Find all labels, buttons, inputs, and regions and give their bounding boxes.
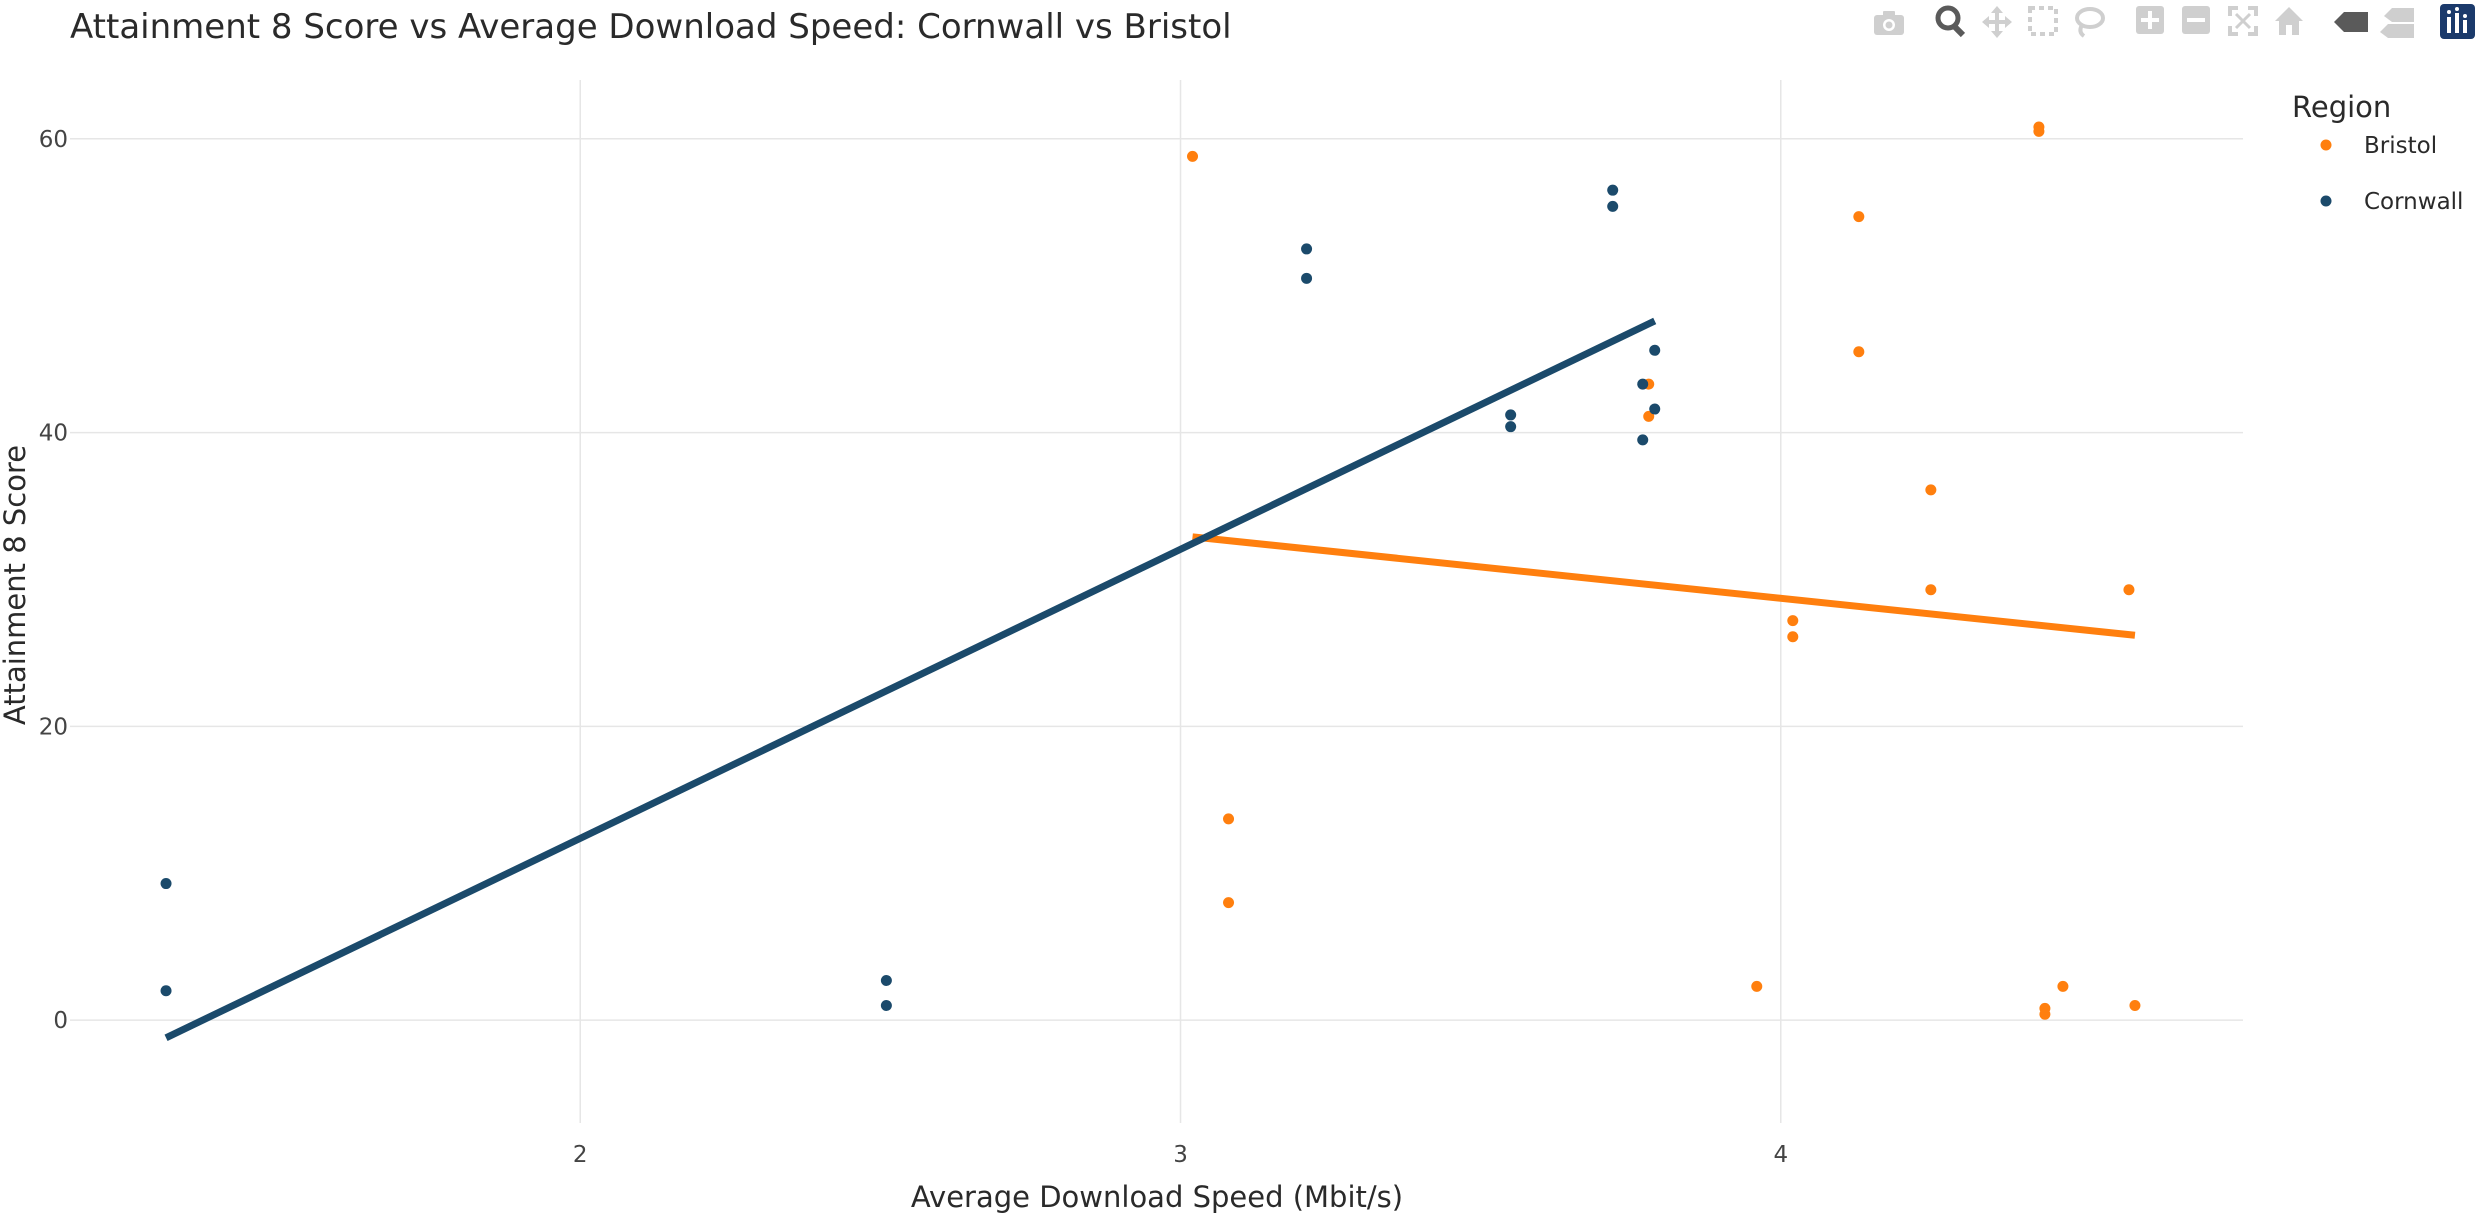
legend: Region Bristol Cornwall — [2292, 90, 2463, 215]
legend-marker-bristol — [2320, 139, 2332, 151]
data-points[interactable] — [160, 121, 2141, 1020]
data-point-bristol[interactable] — [2123, 584, 2135, 596]
data-point-cornwall[interactable] — [1505, 409, 1517, 421]
data-point-cornwall[interactable] — [160, 878, 172, 890]
data-point-cornwall[interactable] — [1649, 344, 1661, 356]
data-point-cornwall[interactable] — [1649, 403, 1661, 415]
data-point-bristol[interactable] — [1223, 813, 1235, 825]
data-point-bristol[interactable] — [2033, 125, 2045, 137]
x-tick-label: 4 — [1773, 1142, 1788, 1168]
x-axis-ticks: 2 3 4 — [573, 1142, 1788, 1168]
modebar — [1874, 4, 2475, 39]
legend-label-bristol: Bristol — [2364, 133, 2437, 159]
data-point-bristol[interactable] — [2129, 999, 2141, 1011]
y-tick-label: 20 — [39, 714, 68, 740]
data-point-cornwall[interactable] — [880, 975, 892, 987]
data-point-bristol[interactable] — [1643, 410, 1655, 422]
pan-icon[interactable] — [1982, 6, 2012, 38]
data-point-bristol[interactable] — [1751, 980, 1763, 992]
data-point-cornwall[interactable] — [1505, 421, 1517, 433]
lasso-select-icon[interactable] — [2075, 7, 2105, 38]
grid — [70, 80, 2243, 1123]
data-point-cornwall[interactable] — [1637, 378, 1649, 390]
hover-closest-icon[interactable] — [2380, 8, 2414, 38]
x-tick-label: 2 — [573, 1142, 588, 1168]
legend-item-bristol[interactable]: Bristol — [2320, 133, 2438, 159]
data-point-bristol[interactable] — [1223, 897, 1235, 909]
y-tick-label: 60 — [39, 127, 68, 153]
trend-lines — [164, 317, 2136, 1041]
data-point-cornwall[interactable] — [1301, 272, 1313, 284]
data-point-bristol[interactable] — [2057, 980, 2069, 992]
data-point-cornwall[interactable] — [1301, 243, 1313, 255]
camera-icon[interactable] — [1874, 11, 1904, 35]
y-tick-label: 40 — [39, 421, 68, 447]
data-point-bristol[interactable] — [1925, 484, 1937, 496]
reset-axes-icon[interactable] — [2275, 7, 2303, 35]
data-point-bristol[interactable] — [1925, 584, 1937, 596]
data-point-cornwall[interactable] — [1607, 200, 1619, 212]
zoom-in-icon[interactable] — [2136, 6, 2164, 34]
spike-lines-icon[interactable] — [2334, 12, 2368, 32]
legend-marker-cornwall — [2320, 195, 2332, 207]
data-point-cornwall[interactable] — [880, 999, 892, 1011]
data-point-bristol[interactable] — [1787, 615, 1799, 627]
data-point-bristol[interactable] — [2039, 1008, 2051, 1020]
legend-label-cornwall: Cornwall — [2364, 189, 2463, 215]
legend-title: Region — [2292, 90, 2391, 124]
trend-line-cornwall — [164, 317, 1657, 1041]
legend-item-cornwall[interactable]: Cornwall — [2320, 189, 2464, 215]
data-point-cornwall[interactable] — [160, 985, 172, 997]
y-tick-label: 0 — [53, 1008, 68, 1034]
data-point-bristol[interactable] — [1187, 150, 1199, 162]
x-axis-title: Average Download Speed (Mbit/s) — [911, 1180, 1403, 1214]
data-point-bristol[interactable] — [1787, 631, 1799, 643]
data-point-bristol[interactable] — [1853, 346, 1865, 358]
trend-line-bristol — [1192, 533, 2136, 639]
data-point-cornwall[interactable] — [1637, 434, 1649, 446]
zoom-icon[interactable] — [1935, 5, 1966, 38]
x-tick-label: 3 — [1173, 1142, 1188, 1168]
chart-title: Attainment 8 Score vs Average Download S… — [70, 7, 1232, 47]
data-point-cornwall[interactable] — [1607, 184, 1619, 196]
data-point-bristol[interactable] — [1853, 211, 1865, 223]
y-axis-title: Attainment 8 Score — [0, 445, 32, 725]
plotly-logo-icon[interactable] — [2440, 4, 2475, 39]
zoom-out-icon[interactable] — [2182, 6, 2210, 34]
y-axis-ticks: 0 20 40 60 — [39, 127, 68, 1034]
autoscale-icon[interactable] — [2228, 6, 2258, 36]
box-select-icon[interactable] — [2028, 6, 2058, 36]
